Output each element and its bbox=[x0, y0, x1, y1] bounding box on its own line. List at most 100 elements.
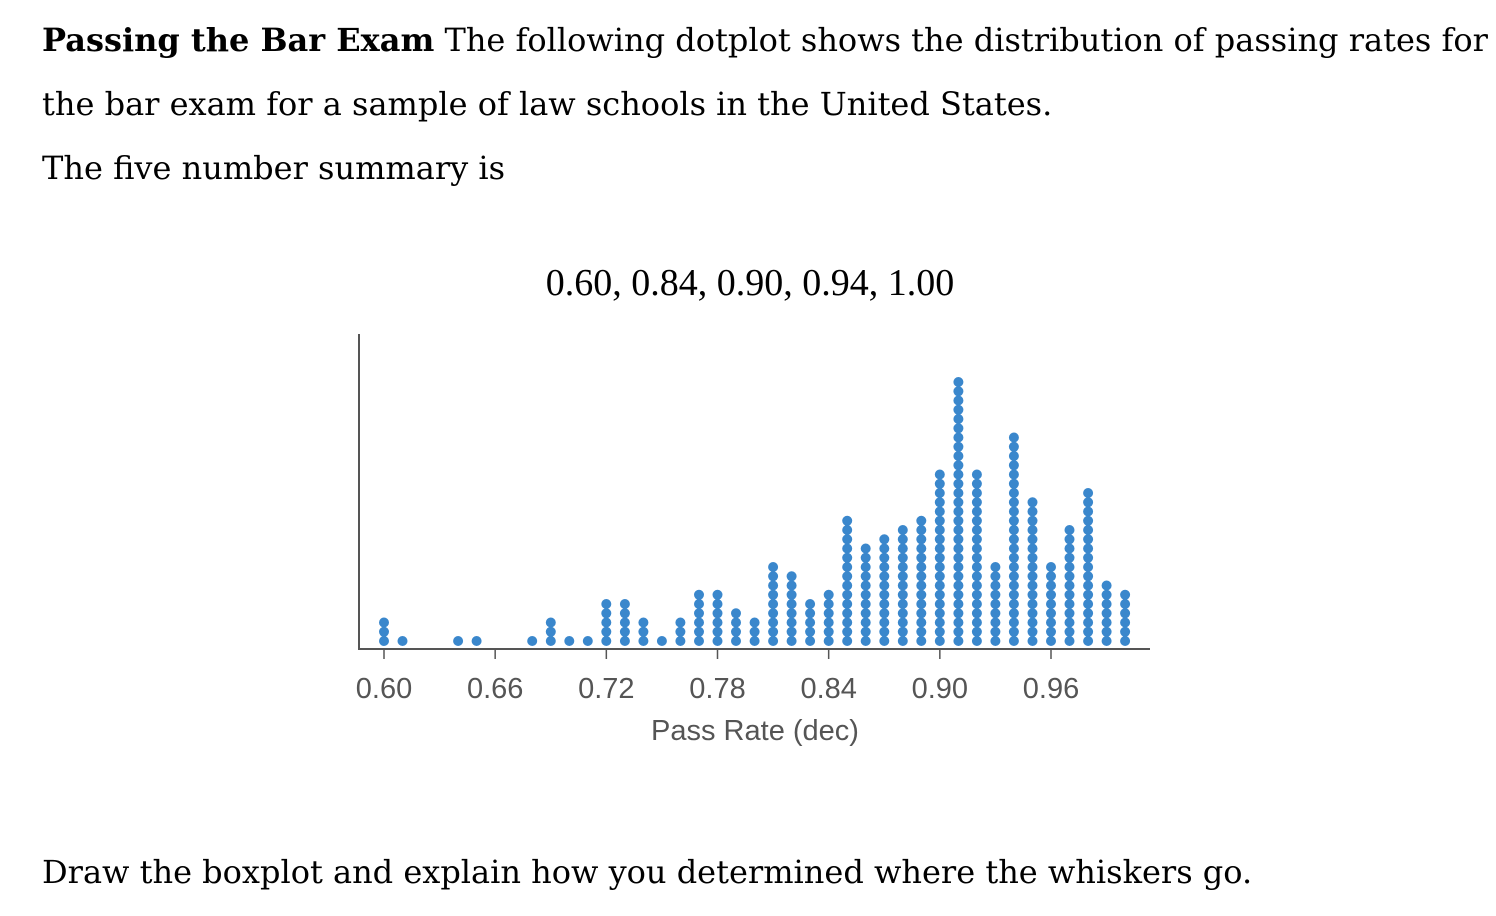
data-dot bbox=[1027, 571, 1038, 582]
data-dot bbox=[1101, 599, 1112, 609]
data-dot bbox=[934, 497, 945, 508]
data-dot bbox=[934, 571, 945, 582]
data-dot bbox=[842, 562, 853, 572]
data-dot bbox=[990, 617, 1001, 628]
data-dot bbox=[1008, 617, 1019, 628]
data-dot bbox=[601, 626, 612, 637]
data-dot bbox=[897, 552, 908, 563]
data-dot bbox=[897, 580, 908, 591]
data-dot bbox=[971, 552, 982, 563]
data-dot bbox=[786, 617, 797, 628]
data-dot bbox=[860, 617, 871, 628]
data-dot bbox=[619, 599, 630, 609]
data-dot bbox=[842, 626, 853, 637]
data-dot bbox=[694, 617, 704, 628]
data-dot bbox=[953, 552, 964, 563]
data-dot bbox=[1008, 636, 1019, 646]
data-dot bbox=[527, 636, 538, 646]
problem-line-3: The five number summary is bbox=[42, 149, 506, 187]
data-dot bbox=[1008, 589, 1019, 600]
data-dot bbox=[1083, 599, 1094, 609]
data-dot bbox=[879, 571, 890, 582]
data-dot bbox=[1008, 552, 1019, 563]
data-dot bbox=[934, 543, 945, 554]
data-dot bbox=[823, 608, 834, 619]
data-dot bbox=[1083, 525, 1094, 535]
data-dot bbox=[1027, 589, 1038, 600]
data-dot bbox=[823, 599, 834, 609]
data-dot bbox=[879, 599, 890, 609]
data-dot bbox=[1046, 636, 1056, 646]
data-dot bbox=[1064, 543, 1075, 554]
data-dot bbox=[786, 589, 797, 600]
data-dot bbox=[805, 599, 816, 609]
data-dot bbox=[897, 636, 908, 646]
data-dot bbox=[1027, 599, 1038, 609]
data-dot bbox=[879, 534, 890, 545]
data-dot bbox=[860, 608, 871, 619]
data-dot bbox=[1008, 599, 1019, 609]
data-dot bbox=[971, 497, 982, 508]
data-dot bbox=[601, 617, 612, 628]
data-dot bbox=[1008, 451, 1019, 461]
data-dot bbox=[1064, 617, 1075, 628]
data-dot bbox=[1008, 562, 1019, 572]
data-dot bbox=[934, 636, 945, 646]
data-dot bbox=[1083, 636, 1094, 646]
data-dot bbox=[619, 608, 630, 619]
data-dot bbox=[971, 488, 982, 498]
data-dot bbox=[1027, 534, 1038, 545]
data-dot bbox=[953, 460, 964, 471]
data-dot bbox=[842, 608, 853, 619]
problem-intro: The following dotplot shows the distribu… bbox=[444, 21, 1488, 59]
data-dot bbox=[379, 617, 389, 628]
data-dot bbox=[656, 636, 667, 646]
data-dot bbox=[823, 617, 834, 628]
data-dot bbox=[1083, 543, 1094, 554]
data-dot bbox=[842, 617, 853, 628]
data-dot bbox=[1083, 506, 1094, 517]
data-dot bbox=[1083, 589, 1094, 600]
data-dot bbox=[1008, 469, 1019, 480]
data-dot bbox=[1083, 497, 1094, 508]
data-dot bbox=[971, 478, 982, 489]
question-text: Draw the boxplot and explain how you det… bbox=[42, 853, 1253, 891]
data-dot bbox=[1101, 636, 1112, 646]
data-dot bbox=[953, 617, 964, 628]
data-dot bbox=[1101, 626, 1112, 637]
data-dot bbox=[990, 562, 1001, 572]
data-dot bbox=[768, 599, 779, 609]
data-dot bbox=[953, 589, 964, 600]
data-dot bbox=[953, 451, 964, 461]
data-dot bbox=[842, 552, 853, 563]
data-dot bbox=[897, 617, 908, 628]
data-dot bbox=[971, 580, 982, 591]
data-dot bbox=[971, 543, 982, 554]
data-dot bbox=[990, 626, 1001, 637]
data-dot bbox=[786, 636, 797, 646]
data-dot bbox=[916, 608, 927, 619]
dot-series bbox=[379, 377, 1131, 646]
data-dot bbox=[768, 562, 779, 572]
data-dot bbox=[731, 636, 741, 646]
data-dot bbox=[934, 515, 945, 526]
data-dot bbox=[1083, 562, 1094, 572]
data-dot bbox=[1027, 608, 1038, 619]
data-dot bbox=[805, 617, 816, 628]
data-dot bbox=[601, 608, 612, 619]
data-dot bbox=[1064, 608, 1075, 619]
data-dot bbox=[971, 469, 982, 480]
data-dot bbox=[1083, 626, 1094, 637]
data-dot bbox=[842, 599, 853, 609]
data-dot bbox=[1101, 617, 1112, 628]
data-dot bbox=[934, 608, 945, 619]
x-tick-label: 0.96 bbox=[1023, 673, 1079, 705]
data-dot bbox=[897, 608, 908, 619]
data-dot bbox=[897, 589, 908, 600]
data-dot bbox=[953, 580, 964, 591]
data-dot bbox=[675, 626, 686, 637]
data-dot bbox=[842, 534, 853, 545]
data-dot bbox=[897, 626, 908, 637]
data-dot bbox=[916, 617, 927, 628]
